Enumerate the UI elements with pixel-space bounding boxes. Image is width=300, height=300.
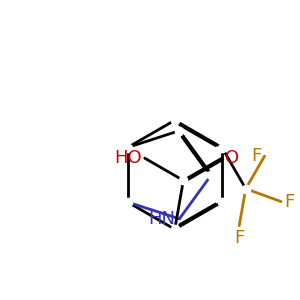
Text: O: O xyxy=(225,149,239,167)
Text: F: F xyxy=(251,147,262,165)
Text: HO: HO xyxy=(114,149,142,167)
Text: F: F xyxy=(234,229,244,247)
Text: HN: HN xyxy=(148,210,176,228)
Text: F: F xyxy=(284,193,294,211)
